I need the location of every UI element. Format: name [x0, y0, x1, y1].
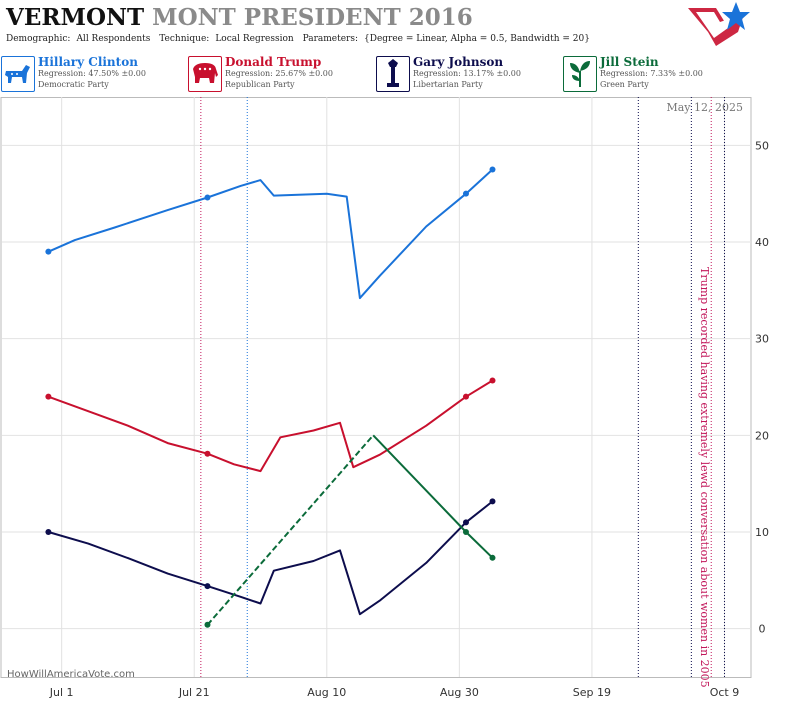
series-line-hillary-clinton — [47, 168, 494, 300]
leaf-icon — [563, 56, 597, 92]
x-tick-label: Jul 21 — [178, 686, 210, 699]
series-line-jill-stein — [206, 434, 374, 626]
data-point — [489, 166, 496, 173]
series-line-donald-trump — [48, 379, 494, 473]
series-line-jill-stein — [372, 434, 494, 559]
candidate-party: Green Party — [600, 80, 649, 89]
candidate-name: Donald Trump — [225, 55, 322, 69]
parameters-line: Demographic: All Respondents Technique: Lo… — [6, 34, 596, 44]
technique-value: Local Regression — [215, 34, 294, 44]
data-point — [45, 529, 52, 535]
data-point — [204, 450, 211, 457]
data-point — [204, 583, 211, 590]
y-tick-label: 20 — [755, 429, 769, 442]
data-point — [462, 190, 469, 197]
data-point — [462, 393, 469, 400]
x-tick-label: Sep 19 — [573, 686, 611, 699]
event-annotation: Trump recorded having extremely lewd con… — [698, 267, 711, 688]
candidate-party: Republican Party — [225, 80, 295, 89]
data-point — [489, 554, 496, 561]
data-point — [204, 194, 211, 201]
candidate-party: Libertarian Party — [413, 80, 483, 89]
x-tick-label: Aug 30 — [440, 686, 479, 699]
y-tick-label: 40 — [755, 236, 769, 249]
candidate-legend: Hillary Clinton Regression: 47.50% ±0.00… — [0, 54, 789, 94]
data-point — [45, 393, 52, 400]
candidate-trump: Donald Trump Regression: 25.67% ±0.00 Re… — [187, 54, 373, 94]
y-tick-label: 0 — [759, 623, 766, 636]
candidate-regression: Regression: 47.50% ±0.00 — [38, 69, 146, 78]
candidate-stein: Jill Stein Regression: 7.33% ±0.00 Green… — [562, 54, 748, 94]
x-tick-label: Oct 9 — [710, 686, 740, 699]
candidate-party: Democratic Party — [38, 80, 109, 89]
candidate-regression: Regression: 7.33% ±0.00 — [600, 69, 703, 78]
x-tick-label: Jul 1 — [49, 686, 74, 699]
event-lines-layer — [200, 97, 725, 677]
parameters-label: Parameters: — [302, 34, 359, 44]
candidate-regression: Regression: 13.17% ±0.00 — [413, 69, 521, 78]
parameters-value: {Degree = Linear, Alpha = 0.5, Bandwidth… — [364, 34, 590, 44]
torch-icon — [376, 56, 410, 92]
data-point — [489, 377, 496, 384]
chart-svg: 0 10 20 30 40 50 Jul 1 Jul 21 Aug 10 Aug 30 Sep 19… — [0, 97, 769, 699]
y-tick-label: 50 — [755, 139, 769, 152]
elephant-icon — [188, 56, 222, 92]
title-rest: MONT PRESIDENT 2016 — [152, 4, 473, 31]
technique-label: Technique: — [159, 34, 210, 44]
data-point — [204, 621, 211, 628]
data-point — [45, 248, 52, 255]
y-tick-label: 10 — [755, 526, 769, 539]
donkey-icon — [1, 56, 35, 92]
candidate-name: Jill Stein — [600, 55, 659, 69]
y-tick-label: 30 — [755, 333, 769, 346]
candidate-regression: Regression: 25.67% ±0.00 — [225, 69, 333, 78]
data-point — [489, 498, 496, 505]
chart-title: VERMONT MONT PRESIDENT 2016 — [6, 4, 473, 31]
x-tick-label: Aug 10 — [307, 686, 346, 699]
date-label: May 12, 2025 — [666, 101, 743, 114]
candidate-johnson: Gary Johnson Regression: 13.17% ±0.00 Li… — [375, 54, 561, 94]
demographic-value: All Respondents — [76, 34, 151, 44]
axis-layer: 0 10 20 30 40 50 Jul 1 Jul 21 Aug 10 Aug 30 Sep 19… — [49, 139, 769, 699]
demographic-label: Demographic: — [6, 34, 71, 44]
series-line-gary-johnson — [48, 500, 494, 616]
data-point — [462, 519, 469, 526]
data-point — [462, 529, 469, 535]
site-logo-icon — [688, 2, 750, 46]
candidate-name: Hillary Clinton — [38, 55, 138, 69]
title-state: VERMONT — [6, 4, 145, 31]
candidate-clinton: Hillary Clinton Regression: 47.50% ±0.00… — [0, 54, 186, 94]
plot-border — [0, 97, 752, 678]
chart-header: VERMONT MONT PRESIDENT 2016 Demographic:… — [0, 0, 789, 54]
chart-area: 0 10 20 30 40 50 Jul 1 Jul 21 Aug 10 Aug 30 Sep 19… — [0, 97, 789, 704]
watermark: HowWillAmericaVote.com — [7, 669, 135, 680]
series-layer — [45, 166, 496, 628]
candidate-name: Gary Johnson — [413, 55, 504, 69]
